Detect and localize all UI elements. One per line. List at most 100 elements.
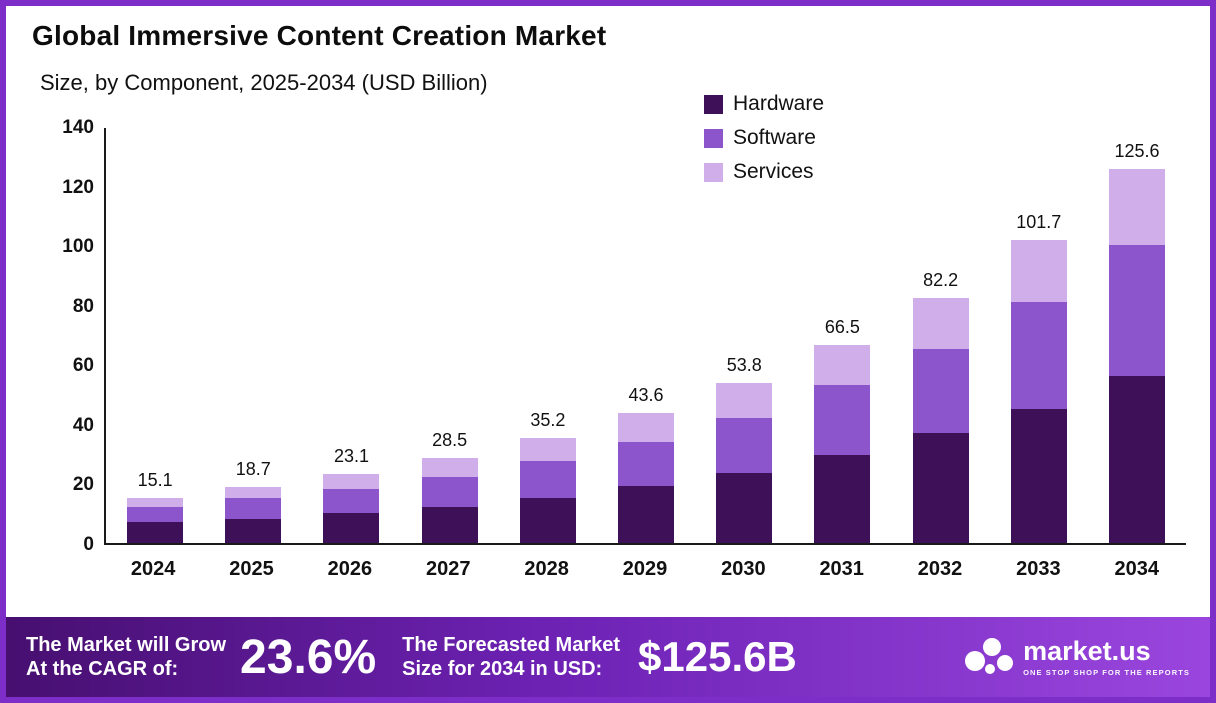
- bar-segment-hardware: [225, 518, 282, 543]
- bar-stack: [814, 344, 871, 543]
- x-axis-label-2033: 2033: [1016, 558, 1061, 580]
- bar-stack: [618, 413, 675, 543]
- bar-segment-services: [323, 474, 380, 490]
- x-axis-label-2028: 2028: [524, 558, 569, 580]
- bar-segment-services: [814, 344, 871, 386]
- cagr-value: 23.6%: [240, 630, 377, 684]
- plot-area: 15.1 18.7 23.1 28.5 35.2 43.6 53.8 66.5 82.2 101.…: [104, 128, 1186, 545]
- chart-subtitle: Size, by Component, 2025-2034 (USD Billi…: [40, 70, 488, 95]
- bar-segment-hardware: [421, 506, 478, 543]
- bar-stack: [127, 498, 184, 543]
- forecast-label-line2: Size for 2034 in USD:: [402, 658, 603, 680]
- marketus-logo-icon: [965, 638, 1014, 674]
- marketus-logo: market.us ONE STOP SHOP FOR THE REPORTS: [963, 633, 1190, 681]
- x-axis-label-2032: 2032: [917, 558, 963, 580]
- bar-segment-software: [814, 385, 871, 456]
- chart-title: Global Immersive Content Creation Market: [32, 20, 607, 51]
- bar-total-label: 66.5: [824, 316, 860, 337]
- x-axis-labels: 2024 2025 2026 2027 2028 2029 2030 2031 2032 2033…: [104, 558, 1186, 581]
- x-axis-label-2030: 2030: [721, 558, 766, 580]
- bar-stack: [716, 382, 773, 543]
- legend-swatch-icon: [704, 162, 723, 182]
- y-tick-label: 100: [62, 236, 94, 258]
- bar-group-2032: 82.2: [892, 128, 990, 543]
- bar-group-2029: 43.6: [597, 128, 695, 543]
- legend-item-hardware: Hardware: [704, 92, 824, 116]
- legend-item-software: Software: [704, 126, 824, 150]
- bar-segment-hardware: [814, 455, 871, 543]
- bar-total-label: 125.6: [1114, 140, 1160, 161]
- legend-item-services: Services: [704, 160, 824, 184]
- y-tick-label: 40: [72, 414, 94, 436]
- bar-segment-services: [912, 298, 969, 350]
- bar-segment-software: [1010, 301, 1067, 409]
- bar-stack: [519, 438, 576, 543]
- y-tick-label: 140: [62, 117, 94, 138]
- bar-group-2033: 101.7: [990, 128, 1088, 543]
- bar-stack: [912, 298, 969, 543]
- x-axis-label-2031: 2031: [819, 558, 864, 580]
- bar-total-label: 82.2: [923, 270, 959, 291]
- cagr-label-line2: At the CAGR of:: [26, 658, 179, 680]
- bar-segment-hardware: [618, 486, 675, 543]
- bar-series: 15.1 18.7 23.1 28.5 35.2 43.6 53.8 66.5 82.2 101.…: [106, 128, 1186, 543]
- bar-segment-hardware: [127, 522, 184, 543]
- bar-group-2031: 66.5: [793, 128, 891, 543]
- chart-legend: Hardware Software Services: [704, 92, 824, 184]
- bar-group-2030: 53.8: [695, 128, 793, 543]
- bar-segment-services: [127, 498, 184, 508]
- bar-stack: [323, 474, 380, 543]
- x-axis-label-2024: 2024: [130, 558, 176, 580]
- y-tick-label: 20: [72, 474, 94, 496]
- bar-group-2024: 15.1: [106, 128, 204, 543]
- y-tick-label: 120: [62, 176, 94, 198]
- bar-segment-hardware: [912, 432, 969, 543]
- bar-segment-services: [716, 382, 773, 418]
- bar-segment-software: [225, 498, 282, 519]
- bar-group-2025: 18.7: [204, 128, 302, 543]
- bar-segment-hardware: [716, 473, 773, 543]
- x-axis-label-2034: 2034: [1114, 558, 1160, 580]
- bar-segment-hardware: [1010, 408, 1067, 543]
- bar-group-2026: 23.1: [302, 128, 400, 543]
- legend-label: Services: [733, 160, 814, 183]
- bar-total-label: 53.8: [726, 354, 762, 375]
- bar-segment-services: [421, 458, 478, 477]
- bar-group-2034: 125.6: [1088, 128, 1186, 543]
- x-axis-label-2027: 2027: [426, 558, 471, 580]
- bar-total-label: 43.6: [628, 385, 664, 406]
- x-axis-label-2025: 2025: [229, 558, 274, 580]
- bar-stack: [1010, 240, 1067, 543]
- bar-segment-services: [1108, 168, 1165, 246]
- bar-total-label: 15.1: [137, 470, 173, 491]
- bar-total-label: 35.2: [530, 410, 566, 431]
- bar-segment-hardware: [1108, 376, 1165, 543]
- cagr-label-line1: The Market will Grow: [26, 634, 227, 656]
- bar-segment-software: [716, 417, 773, 474]
- bar-total-label: 18.7: [235, 459, 271, 480]
- y-tick-label: 0: [83, 534, 94, 555]
- forecast-value: $125.6B: [638, 633, 797, 680]
- legend-swatch-icon: [704, 94, 723, 114]
- legend-label: Hardware: [733, 92, 825, 115]
- forecast-label-line1: The Forecasted Market: [402, 634, 621, 656]
- bar-segment-software: [912, 349, 969, 433]
- bar-segment-services: [519, 438, 576, 462]
- x-axis-label-2026: 2026: [327, 558, 373, 580]
- bar-segment-hardware: [519, 498, 576, 543]
- bar-segment-services: [225, 487, 282, 499]
- bar-stack: [421, 458, 478, 543]
- x-axis-label-2029: 2029: [622, 558, 668, 580]
- bar-segment-software: [519, 461, 576, 499]
- logo-tagline: ONE STOP SHOP FOR THE REPORTS: [1023, 667, 1190, 677]
- bar-total-label: 28.5: [432, 430, 468, 451]
- bar-group-2028: 35.2: [499, 128, 597, 543]
- footer-banner: The Market will Grow At the CAGR of: 23.…: [6, 617, 1210, 697]
- bar-segment-software: [323, 489, 380, 514]
- bar-segment-services: [618, 413, 675, 442]
- bar-group-2027: 28.5: [401, 128, 499, 543]
- bar-segment-software: [421, 476, 478, 507]
- logo-name: market.us: [1023, 635, 1151, 666]
- cagr-label: The Market will Grow At the CAGR of:: [26, 633, 226, 681]
